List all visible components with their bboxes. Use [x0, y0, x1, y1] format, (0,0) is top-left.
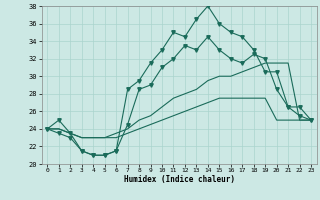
X-axis label: Humidex (Indice chaleur): Humidex (Indice chaleur)	[124, 175, 235, 184]
